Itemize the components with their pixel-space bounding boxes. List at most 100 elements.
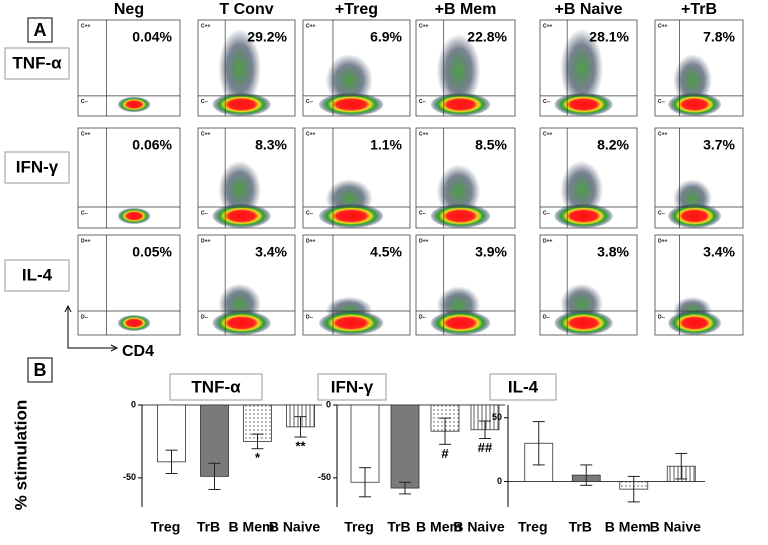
percent-label: 8.5% bbox=[475, 137, 507, 153]
percent-label: 0.04% bbox=[132, 29, 172, 45]
gate-label: C-- bbox=[81, 99, 88, 105]
x-tick-label: TrB bbox=[197, 519, 220, 535]
gate-label: D++ bbox=[201, 238, 211, 244]
x-tick-label: B Naive bbox=[650, 519, 702, 535]
column-header: +B Naive bbox=[554, 1, 622, 18]
percent-label: 3.7% bbox=[703, 137, 735, 153]
gate-label: C++ bbox=[419, 23, 429, 29]
percent-label: 0.06% bbox=[132, 137, 172, 153]
column-header: +TrB bbox=[681, 1, 717, 18]
gate-label: C-- bbox=[306, 210, 313, 216]
significance-mark: * bbox=[255, 450, 261, 465]
gate-label: C++ bbox=[658, 131, 668, 137]
gate-label: C-- bbox=[543, 210, 550, 216]
y-tick-label: 0 bbox=[131, 399, 136, 409]
row-label: TNF-α bbox=[12, 53, 62, 72]
significance-mark: ## bbox=[478, 440, 493, 455]
dot-cloud bbox=[212, 311, 271, 335]
column-header: +B Mem bbox=[435, 1, 497, 18]
chart-title-box bbox=[489, 373, 557, 401]
dot-cloud bbox=[212, 204, 271, 228]
dot-cloud bbox=[319, 311, 384, 335]
gate-label: C++ bbox=[543, 131, 553, 137]
x-tick-label: B Mem bbox=[416, 519, 462, 535]
percent-label: 8.3% bbox=[255, 137, 287, 153]
panel-label-box bbox=[27, 17, 53, 43]
y-tick-label: -50 bbox=[318, 472, 331, 482]
x-tick-label: Treg bbox=[151, 519, 181, 535]
dot-cloud bbox=[212, 92, 271, 117]
x-tick-label: B Mem bbox=[229, 519, 275, 535]
gate-label: C++ bbox=[419, 131, 429, 137]
gate-label: C-- bbox=[543, 99, 550, 105]
row-label-box bbox=[4, 151, 70, 184]
axis-arrow bbox=[67, 308, 115, 349]
gate-label: C++ bbox=[201, 131, 211, 137]
gate-label: C-- bbox=[658, 210, 665, 216]
row-label: IFN-γ bbox=[16, 157, 59, 176]
percent-label: 28.1% bbox=[589, 29, 629, 45]
percent-label: 7.8% bbox=[703, 29, 735, 45]
gate-label: D-- bbox=[658, 314, 665, 320]
x-tick-label: TrB bbox=[569, 519, 592, 535]
dot-cloud bbox=[117, 96, 151, 113]
y-tick-label: 0 bbox=[326, 399, 331, 409]
y-tick-label: 0 bbox=[497, 476, 502, 486]
chart-title: TNF-α bbox=[191, 377, 241, 396]
gate-label: D++ bbox=[543, 238, 553, 244]
gate-label: C++ bbox=[81, 23, 91, 29]
percent-label: 3.4% bbox=[703, 244, 735, 260]
panel-label: B bbox=[34, 360, 47, 380]
row-label: IL-4 bbox=[22, 265, 53, 284]
column-header: Neg bbox=[114, 1, 144, 18]
gate-label: C++ bbox=[81, 131, 91, 137]
gate-label: C-- bbox=[658, 99, 665, 105]
percent-label: 4.5% bbox=[370, 244, 402, 260]
dot-cloud bbox=[117, 208, 151, 224]
y-axis-label: % stimulation bbox=[11, 400, 30, 511]
dot-cloud bbox=[430, 311, 491, 335]
dot-cloud bbox=[560, 28, 603, 109]
percent-label: 3.9% bbox=[475, 244, 507, 260]
percent-label: 3.8% bbox=[597, 244, 629, 260]
gate-label: D-- bbox=[306, 314, 313, 320]
gate-label: C++ bbox=[201, 23, 211, 29]
dot-cloud bbox=[560, 160, 603, 219]
significance-mark: ** bbox=[295, 438, 306, 453]
gate-label: D-- bbox=[419, 314, 426, 320]
dot-cloud bbox=[436, 33, 481, 108]
gate-label: C-- bbox=[201, 210, 208, 216]
percent-label: 6.9% bbox=[370, 29, 402, 45]
row-label-box bbox=[4, 47, 70, 80]
dot-cloud bbox=[668, 311, 721, 335]
x-tick-label: B Mem bbox=[605, 519, 651, 535]
chart-title: IFN-γ bbox=[331, 377, 374, 396]
dot-cloud bbox=[668, 204, 721, 228]
dot-cloud bbox=[319, 92, 384, 117]
gate-label: D++ bbox=[306, 238, 316, 244]
gate-label: C++ bbox=[306, 131, 316, 137]
dot-cloud bbox=[430, 204, 491, 228]
gate-label: D-- bbox=[543, 314, 550, 320]
dot-cloud bbox=[668, 92, 721, 117]
arrow-head bbox=[64, 304, 72, 313]
y-tick-label: 50 bbox=[492, 412, 502, 422]
bar bbox=[390, 404, 420, 489]
axis-label: CD4 bbox=[122, 343, 154, 360]
gate-label: D++ bbox=[658, 238, 668, 244]
gate-label: D++ bbox=[419, 238, 429, 244]
dot-cloud bbox=[218, 160, 261, 219]
percent-label: 29.2% bbox=[247, 29, 287, 45]
dot-cloud bbox=[554, 311, 613, 335]
gate-label: D-- bbox=[81, 314, 88, 320]
column-header: T Conv bbox=[219, 1, 273, 18]
chart-title-box bbox=[317, 373, 387, 401]
x-tick-label: Treg bbox=[344, 519, 374, 535]
row-label-box bbox=[4, 259, 70, 292]
chart-title-box bbox=[169, 373, 263, 401]
chart-title: IL-4 bbox=[508, 377, 539, 396]
dot-cloud bbox=[430, 92, 491, 117]
percent-label: 0.05% bbox=[132, 244, 172, 260]
dot-cloud bbox=[554, 92, 613, 117]
